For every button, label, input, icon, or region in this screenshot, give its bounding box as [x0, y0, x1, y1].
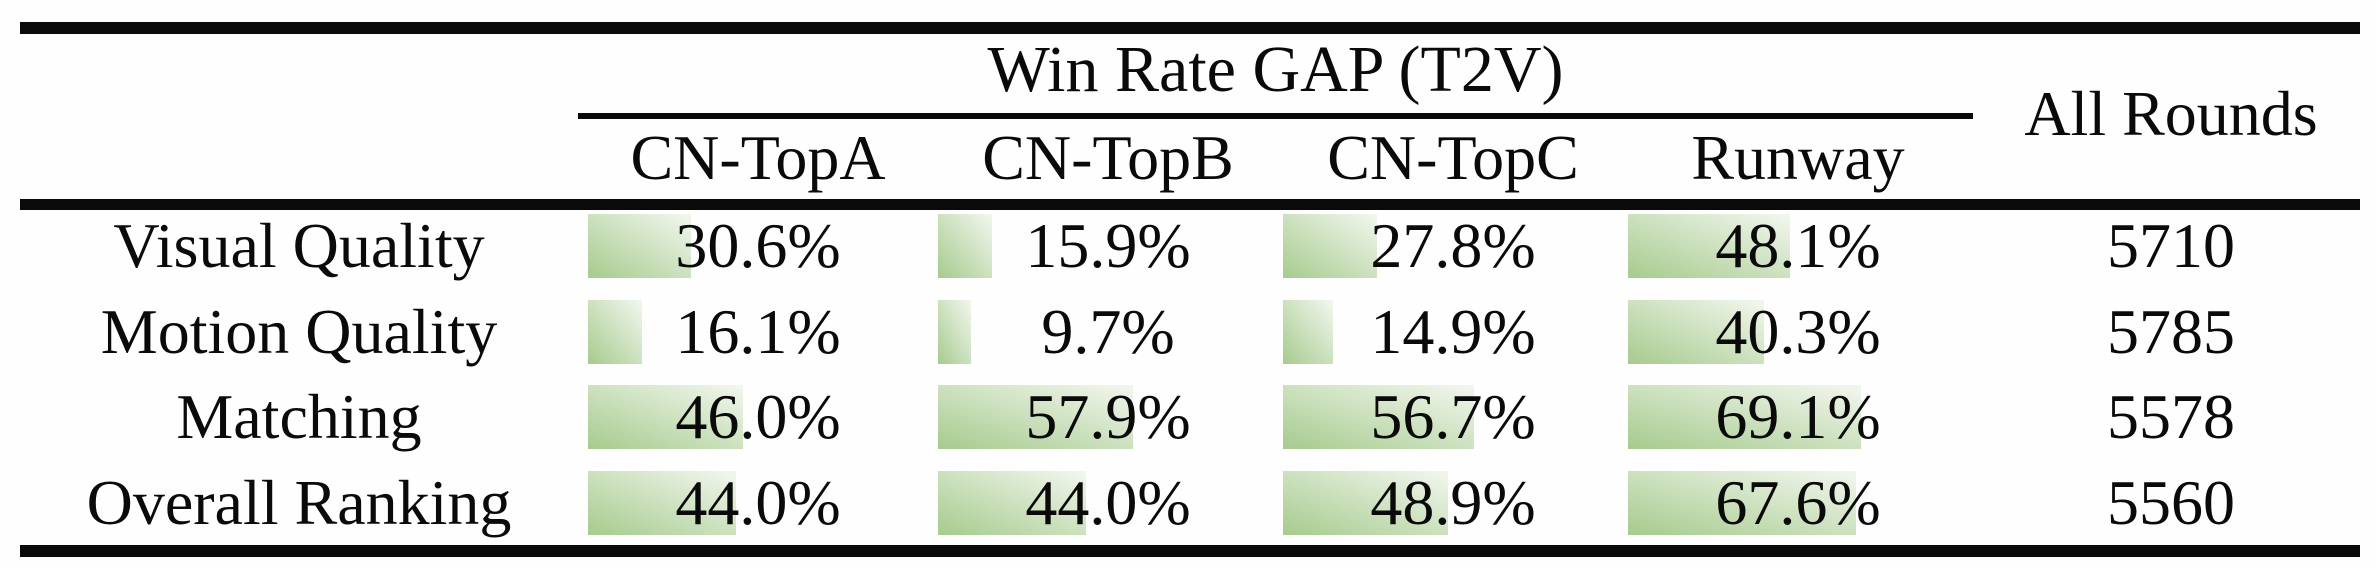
win-rate-value: 27.8%: [1370, 209, 1536, 281]
win-rate-value: 44.0%: [675, 466, 841, 538]
table-row: Visual Quality 30.6% 15.9% 27.8% 48.1% 5…: [0, 203, 2376, 288]
win-rate-value: 14.9%: [1370, 295, 1536, 367]
row-label: Motion Quality: [100, 295, 498, 367]
data-bar: [1628, 213, 1791, 278]
win-rate-value: 67.6%: [1715, 466, 1881, 538]
data-bar: [1628, 470, 1856, 535]
header-span-rule: [578, 113, 1973, 119]
win-rate-value: 56.7%: [1370, 380, 1536, 452]
column-header-runway: Runway: [1691, 122, 1905, 193]
table-row: Overall Ranking 44.0% 44.0% 48.9% 67.6% …: [0, 460, 2376, 545]
column-header-cn-topc: CN-TopC: [1327, 122, 1579, 193]
row-label: Visual Quality: [113, 209, 485, 281]
table-title: Win Rate GAP (T2V): [987, 33, 1564, 106]
data-bar: [1628, 299, 1764, 364]
data-bar: [1283, 299, 1334, 364]
win-rate-cell: 67.6%: [1628, 460, 1968, 545]
win-rate-value: 69.1%: [1715, 380, 1881, 452]
data-bar: [588, 384, 744, 449]
column-header-cn-topa: CN-TopA: [630, 122, 886, 193]
win-rate-value: 44.0%: [1025, 466, 1191, 538]
all-rounds-value: 5578: [2107, 380, 2235, 452]
all-rounds-header: All Rounds: [2024, 78, 2318, 149]
all-rounds-value: 5560: [2107, 466, 2235, 538]
win-rate-value: 46.0%: [675, 380, 841, 452]
win-rate-value: 15.9%: [1025, 209, 1191, 281]
row-label: Overall Ranking: [86, 466, 512, 538]
table-row: Matching 46.0% 57.9% 56.7% 69.1% 5578: [0, 374, 2376, 459]
column-header-cn-topb: CN-TopB: [982, 122, 1234, 193]
win-rate-cell: 69.1%: [1628, 374, 1968, 459]
win-rate-cell: 30.6%: [588, 203, 928, 288]
win-rate-cell: 57.9%: [938, 374, 1278, 459]
all-rounds-value: 5710: [2107, 209, 2235, 281]
win-rate-value: 48.1%: [1715, 209, 1881, 281]
data-bar: [938, 384, 1134, 449]
table-row: Motion Quality 16.1% 9.7% 14.9% 40.3% 57…: [0, 289, 2376, 374]
win-rate-cell: 40.3%: [1628, 289, 1968, 374]
win-rate-cell: 15.9%: [938, 203, 1278, 288]
data-bar: [588, 213, 692, 278]
win-rate-cell: 48.9%: [1283, 460, 1623, 545]
data-bar: [938, 470, 1087, 535]
win-rate-value: 30.6%: [675, 209, 841, 281]
all-rounds-value: 5785: [2107, 295, 2235, 367]
data-bar: [938, 299, 971, 364]
win-rate-cell: 44.0%: [588, 460, 928, 545]
win-rate-cell: 27.8%: [1283, 203, 1623, 288]
win-rate-cell: 46.0%: [588, 374, 928, 459]
row-label: Matching: [176, 380, 422, 452]
data-bar: [1283, 384, 1475, 449]
top-rule: [20, 22, 2360, 34]
data-bar: [1628, 384, 1861, 449]
data-bar: [1283, 213, 1377, 278]
win-rate-value: 48.9%: [1370, 466, 1536, 538]
win-rate-cell: 9.7%: [938, 289, 1278, 374]
win-rate-cell: 48.1%: [1628, 203, 1968, 288]
data-bar: [588, 299, 643, 364]
win-rate-cell: 56.7%: [1283, 374, 1623, 459]
data-bar: [1283, 470, 1448, 535]
bottom-rule: [20, 545, 2360, 557]
win-rate-value: 9.7%: [1041, 295, 1175, 367]
data-bar: [588, 470, 737, 535]
win-rate-value: 40.3%: [1715, 295, 1881, 367]
data-bar: [938, 213, 992, 278]
win-rate-value: 16.1%: [675, 295, 841, 367]
mid-rule: [20, 199, 2360, 210]
win-rate-value: 57.9%: [1025, 380, 1191, 452]
win-rate-cell: 44.0%: [938, 460, 1278, 545]
win-rate-cell: 14.9%: [1283, 289, 1623, 374]
win-rate-cell: 16.1%: [588, 289, 928, 374]
